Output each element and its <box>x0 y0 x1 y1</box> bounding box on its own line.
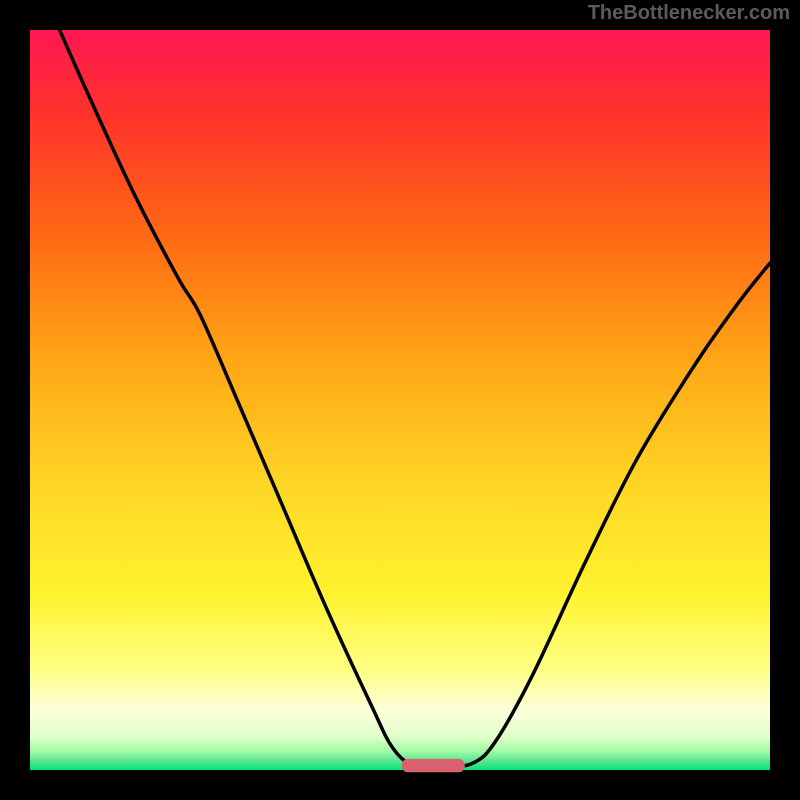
plot-background <box>30 30 770 770</box>
optimal-marker <box>402 759 465 772</box>
chart-svg <box>0 0 800 800</box>
bottleneck-chart: TheBottlenecker.com <box>0 0 800 800</box>
attribution-text: TheBottlenecker.com <box>588 2 790 25</box>
